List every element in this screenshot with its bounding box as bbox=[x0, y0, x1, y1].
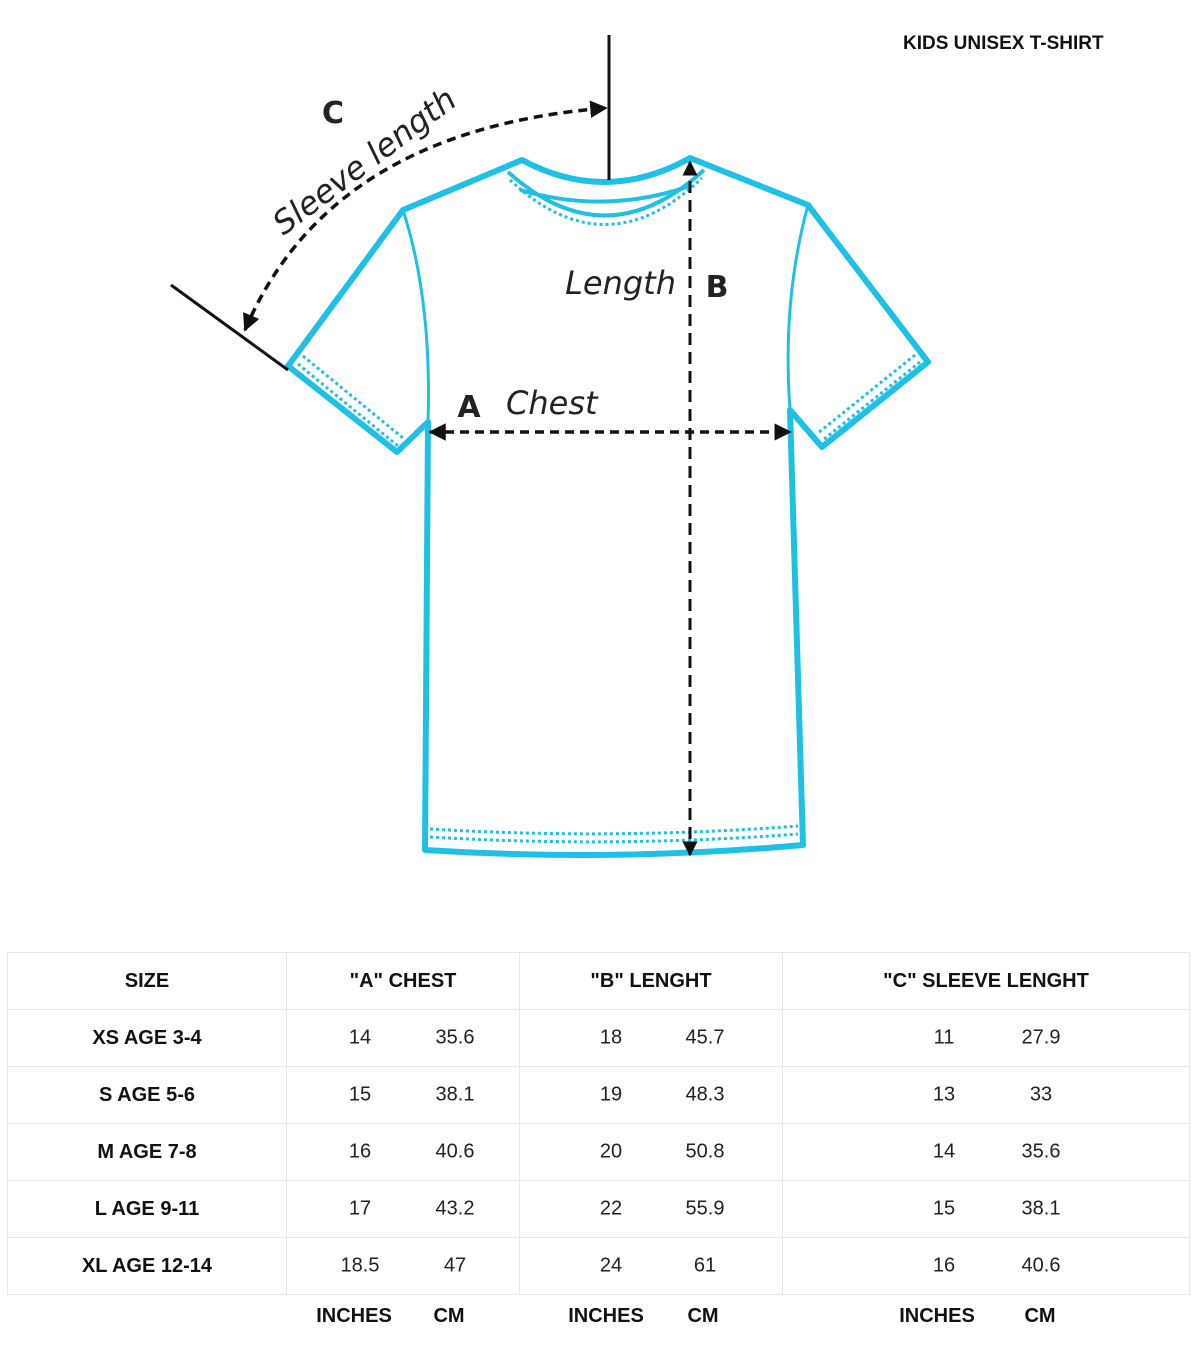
shirt-outline bbox=[285, 155, 931, 858]
length-cm-value: 55.9 bbox=[685, 1197, 725, 1220]
sleeve-cm-value: 35.6 bbox=[1021, 1140, 1061, 1163]
length-label: Length bbox=[565, 264, 676, 302]
length-in-value: 22 bbox=[599, 1197, 623, 1220]
sleeve-cell: 11 27.9 bbox=[782, 1010, 1189, 1066]
length-in-value: 24 bbox=[599, 1254, 623, 1277]
length-cell: 19 48.3 bbox=[519, 1067, 782, 1123]
sleeve-in-value: 13 bbox=[932, 1083, 956, 1106]
chest-cm-value: 43.2 bbox=[435, 1197, 475, 1220]
size-cell: XL AGE 12-14 bbox=[81, 1254, 213, 1277]
sleeve-cell: 13 33 bbox=[782, 1067, 1189, 1123]
chest-cell: 16 40.6 bbox=[286, 1124, 519, 1180]
length-cell: 22 55.9 bbox=[519, 1181, 782, 1237]
sleeve-cm-value: 40.6 bbox=[1021, 1254, 1061, 1277]
length-in-value: 19 bbox=[599, 1083, 623, 1106]
length-cm-value: 61 bbox=[693, 1254, 717, 1277]
length-cell: 20 50.8 bbox=[519, 1124, 782, 1180]
unit-label-chest-cm: CM bbox=[433, 1305, 465, 1327]
chest-cm-value: 35.6 bbox=[435, 1026, 475, 1049]
table-header: SIZE "A" CHEST "B" LENGHT "C" SLEEVE LEN… bbox=[8, 953, 1189, 1009]
chest-in-value: 17 bbox=[348, 1197, 372, 1220]
sleeve-cm-value: 27.9 bbox=[1021, 1026, 1061, 1049]
unit-label-sleeve-inches: INCHES bbox=[899, 1305, 975, 1327]
length-cm-value: 48.3 bbox=[685, 1083, 725, 1106]
chest-in-value: 14 bbox=[348, 1026, 372, 1049]
length-cell: 24 61 bbox=[519, 1238, 782, 1294]
header-chest: "A" CHEST bbox=[286, 953, 519, 1009]
chart-title: KIDS UNISEX T-SHIRT bbox=[903, 33, 1104, 54]
length-in-value: 20 bbox=[599, 1140, 623, 1163]
chest-cm-value: 40.6 bbox=[435, 1140, 475, 1163]
chest-cell: 15 38.1 bbox=[286, 1067, 519, 1123]
length-letter: B bbox=[706, 270, 729, 305]
sleeve-in-value: 16 bbox=[932, 1254, 956, 1277]
size-cell: M AGE 7-8 bbox=[97, 1140, 197, 1163]
chest-in-value: 15 bbox=[348, 1083, 372, 1106]
length-in-value: 18 bbox=[599, 1026, 623, 1049]
tshirt-diagram: C Sleeve length Length B A Chest bbox=[170, 35, 931, 858]
sleeve-in-value: 14 bbox=[932, 1140, 956, 1163]
chest-label: Chest bbox=[506, 384, 599, 422]
chest-cell: 17 43.2 bbox=[286, 1181, 519, 1237]
table-row: L AGE 9-11 17 43.2 22 55.9 15 38.1 bbox=[8, 1180, 1189, 1237]
header-sleeve: "C" SLEEVE LENGHT bbox=[782, 953, 1189, 1009]
chest-in-value: 18.5 bbox=[340, 1254, 380, 1277]
chest-cm-value: 47 bbox=[443, 1254, 467, 1277]
measurement-lines bbox=[170, 35, 792, 857]
size-cell: S AGE 5-6 bbox=[99, 1083, 195, 1106]
chest-cm-value: 38.1 bbox=[435, 1083, 475, 1106]
sleeve-cm-value: 33 bbox=[1029, 1083, 1053, 1106]
table-row: S AGE 5-6 15 38.1 19 48.3 13 33 bbox=[8, 1066, 1189, 1123]
sleeve-cm-value: 38.1 bbox=[1021, 1197, 1061, 1220]
sleeve-in-value: 15 bbox=[932, 1197, 956, 1220]
size-cell: L AGE 9-11 bbox=[94, 1197, 200, 1220]
sleeve-label: Sleeve length bbox=[265, 80, 463, 242]
unit-label-length-inches: INCHES bbox=[568, 1305, 644, 1327]
table-row: XL AGE 12-14 18.5 47 24 61 16 40.6 bbox=[8, 1237, 1189, 1294]
sleeve-in-value: 11 bbox=[933, 1026, 955, 1049]
table-row: XS AGE 3-4 14 35.6 18 45.7 11 27.9 bbox=[8, 1009, 1189, 1066]
chest-cell: 14 35.6 bbox=[286, 1010, 519, 1066]
sleeve-cell: 16 40.6 bbox=[782, 1238, 1189, 1294]
sleeve-cell: 14 35.6 bbox=[782, 1124, 1189, 1180]
size-cell: XS AGE 3-4 bbox=[92, 1026, 202, 1049]
chest-in-value: 16 bbox=[348, 1140, 372, 1163]
length-cm-value: 45.7 bbox=[685, 1026, 725, 1049]
header-length: "B" LENGHT bbox=[519, 953, 782, 1009]
length-cell: 18 45.7 bbox=[519, 1010, 782, 1066]
table-row: M AGE 7-8 16 40.6 20 50.8 14 35.6 bbox=[8, 1123, 1189, 1180]
size-table: SIZE "A" CHEST "B" LENGHT "C" SLEEVE LEN… bbox=[7, 952, 1190, 1295]
unit-label-length-cm: CM bbox=[687, 1305, 719, 1327]
header-size: SIZE bbox=[124, 969, 170, 992]
sleeve-letter: C bbox=[322, 96, 344, 131]
chest-letter: A bbox=[457, 390, 481, 425]
length-cm-value: 50.8 bbox=[685, 1140, 725, 1163]
sleeve-cell: 15 38.1 bbox=[782, 1181, 1189, 1237]
unit-label-chest-inches: INCHES bbox=[316, 1305, 392, 1327]
unit-label-sleeve-cm: CM bbox=[1024, 1305, 1056, 1327]
chest-cell: 18.5 47 bbox=[286, 1238, 519, 1294]
